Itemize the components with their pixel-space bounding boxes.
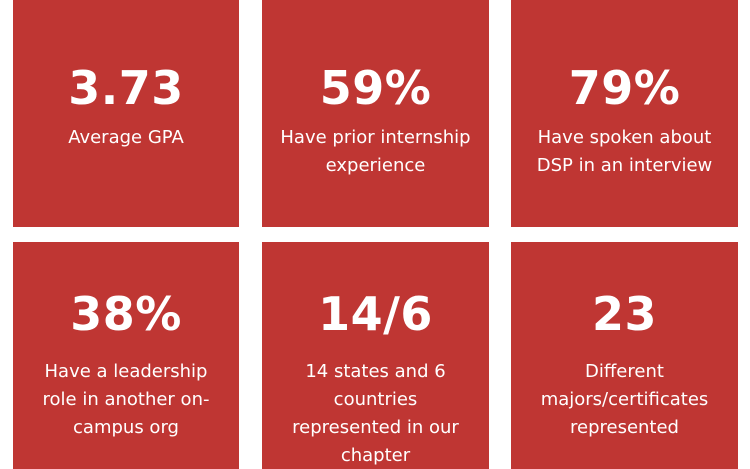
stat-value: 38% <box>70 287 182 341</box>
stat-label: Have spoken about DSP in an interview <box>536 127 713 176</box>
stat-label: Average GPA <box>68 127 184 148</box>
stat-value: 79% <box>568 61 681 115</box>
stat-card-majors: 23 Different majors/certificates represe… <box>511 242 738 469</box>
stat-card-gpa: 3.73 Average GPA <box>13 0 239 227</box>
stat-label: Have a leadership role in another on- ca… <box>42 361 210 438</box>
stat-card-internship: 59% Have prior internship experience <box>262 0 489 227</box>
stat-value: 14/6 <box>318 287 433 341</box>
stat-card-leadership: 38% Have a leadership role in another on… <box>13 242 239 469</box>
stat-value: 3.73 <box>68 61 184 115</box>
stat-card-interview: 79% Have spoken about DSP in an intervie… <box>511 0 738 227</box>
stat-card-states-countries: 14/6 14 states and 6 countries represent… <box>262 242 489 469</box>
stat-value: 59% <box>319 61 432 115</box>
stat-label: Different majors/certificates represente… <box>540 361 709 438</box>
stat-label: Have prior internship experience <box>280 127 471 176</box>
stat-label: 14 states and 6 countries represented in… <box>292 361 459 466</box>
stat-value: 23 <box>591 287 657 341</box>
